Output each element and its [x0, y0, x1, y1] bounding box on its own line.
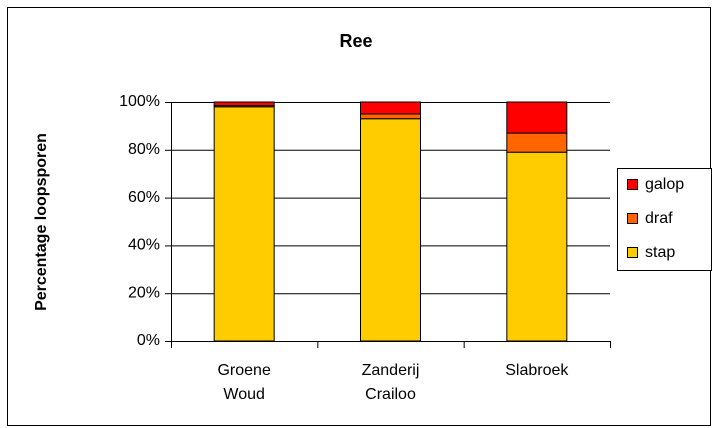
- bar-segment: [360, 113, 421, 120]
- legend-swatch: [627, 247, 638, 258]
- x-tick-label-line: Crailoo: [365, 386, 416, 403]
- x-tick-label-line: Slabroek: [505, 362, 569, 379]
- bar-segment: [506, 132, 568, 153]
- y-tick-label: 100%: [119, 93, 160, 110]
- x-tick-label-line: Groene: [217, 362, 270, 379]
- y-tick-label: 20%: [128, 284, 160, 301]
- y-tick-label: 40%: [128, 237, 160, 254]
- chart-frame: [7, 7, 711, 426]
- y-tick-label: 60%: [128, 189, 160, 206]
- y-tick-label: 80%: [128, 141, 160, 158]
- legend-label: draf: [645, 210, 673, 227]
- x-tick-label-line: Woud: [223, 386, 265, 403]
- bar-segment: [360, 118, 421, 342]
- bar-segment: [213, 106, 275, 342]
- bar-segment: [360, 101, 421, 115]
- y-axis-label: Percentage loopsporen: [33, 133, 50, 311]
- bar-segment: [506, 151, 568, 342]
- legend-swatch: [627, 179, 638, 190]
- legend-label: stap: [645, 244, 675, 261]
- bar-segment: [213, 101, 275, 107]
- legend-swatch: [627, 213, 638, 224]
- y-tick-label: 0%: [137, 332, 160, 349]
- x-tick-label: Groene Woud: [217, 362, 270, 403]
- chart-title: Ree: [339, 31, 372, 51]
- x-tick-label: Slabroek: [505, 362, 569, 379]
- x-tick-label: Zanderij Crailoo: [362, 362, 420, 403]
- legend-label: galop: [645, 176, 684, 193]
- bar-segment: [506, 101, 568, 134]
- x-tick-label-line: Zanderij: [362, 362, 420, 379]
